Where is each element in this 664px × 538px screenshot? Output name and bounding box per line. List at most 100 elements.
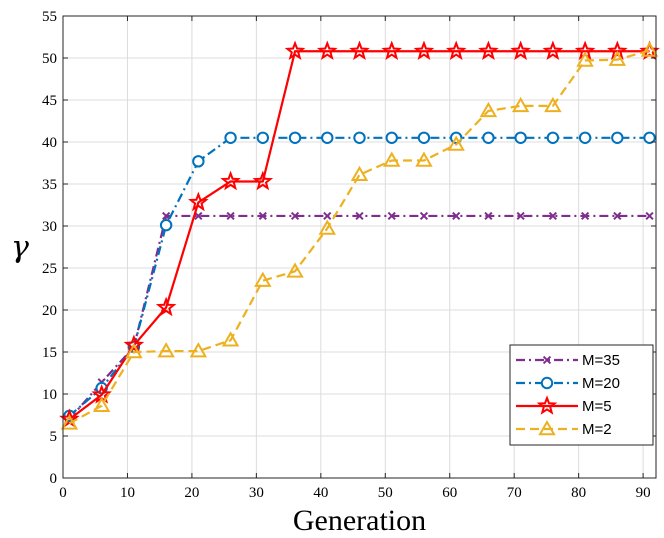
data-point: [284, 40, 306, 61]
data-point: [381, 40, 403, 61]
data-point: [321, 131, 334, 145]
y-tick-label: 30: [42, 219, 57, 235]
x-tick-label: 20: [184, 485, 199, 501]
x-axis-title: Generation: [293, 504, 426, 537]
series-group: [59, 40, 660, 430]
data-point: [125, 342, 143, 359]
x-tick-label: 50: [378, 485, 393, 501]
y-tick-label: 5: [50, 429, 58, 445]
plot-frame: [62, 15, 657, 479]
legend-label: M=20: [582, 375, 620, 392]
data-point: [413, 40, 435, 61]
data-point: [511, 96, 530, 113]
x-tick-label: 10: [120, 485, 135, 501]
data-point: [640, 41, 659, 57]
axis-ticks: 0 10 20 30 40 50 60 70 80 90 0 5 10 15 20 25 30 35 40 45 50 5…: [42, 9, 656, 501]
data-point: [157, 342, 175, 358]
legend-marker: [536, 395, 558, 415]
y-tick-label: 25: [42, 261, 57, 277]
data-point: [580, 211, 590, 221]
data-point: [194, 211, 203, 221]
y-tick-label: 20: [42, 303, 57, 319]
data-point: [645, 211, 654, 221]
data-point: [544, 96, 562, 113]
y-tick-label: 50: [42, 51, 57, 67]
x-tick-label: 40: [313, 485, 328, 501]
data-point: [288, 131, 302, 145]
data-point: [447, 135, 465, 151]
data-point: [452, 211, 461, 221]
data-point: [383, 151, 401, 167]
legend-marker: [538, 419, 556, 436]
data-point: [516, 211, 525, 221]
data-point: [220, 170, 241, 191]
data-point: [387, 211, 396, 221]
data-point: [445, 40, 467, 61]
legend-label: M=5: [582, 398, 612, 415]
data-point: [514, 131, 527, 145]
data-point: [92, 396, 111, 413]
data-point: [639, 40, 660, 61]
y-tick-label: 15: [42, 345, 57, 361]
y-tick-label: 35: [42, 177, 57, 193]
data-point: [355, 211, 364, 221]
data-point: [482, 131, 495, 145]
series-line-m-2: [68, 49, 650, 425]
x-tick-label: 80: [571, 485, 586, 501]
legend-item-m-2: M=2: [516, 419, 612, 438]
data-point: [415, 151, 433, 167]
data-point: [221, 331, 240, 347]
data-point: [479, 101, 498, 118]
data-point: [286, 262, 304, 278]
y-axis-title: γ: [11, 230, 29, 265]
data-point: [643, 131, 656, 145]
data-point: [349, 40, 370, 61]
data-point: [611, 131, 624, 145]
y-tick-label: 45: [42, 93, 57, 109]
data-point: [546, 131, 560, 145]
data-point: [578, 131, 592, 145]
data-point: [419, 211, 429, 221]
data-point: [576, 51, 594, 67]
data-point: [608, 50, 627, 66]
legend-item-m-5: M=5: [516, 395, 612, 415]
data-point: [484, 211, 493, 221]
y-tick-label: 40: [42, 135, 57, 151]
data-point: [353, 131, 366, 145]
data-point: [258, 211, 267, 221]
legend-item-m-20: M=20: [516, 375, 620, 392]
data-point: [323, 211, 332, 221]
legend-item-m-35: M=35: [516, 352, 620, 369]
data-point: [350, 165, 369, 182]
series-m-2: [60, 41, 659, 430]
legend-label: M=2: [582, 421, 612, 438]
data-point: [192, 155, 205, 168]
data-point: [318, 219, 336, 235]
x-tick-label: 30: [249, 485, 264, 501]
data-point: [254, 271, 272, 287]
data-point: [478, 40, 499, 61]
data-point: [159, 218, 173, 232]
data-point: [123, 334, 145, 355]
x-tick-label: 0: [59, 485, 67, 501]
x-tick-label: 90: [636, 485, 651, 501]
data-point: [256, 131, 270, 145]
legend-marker: [542, 355, 552, 365]
data-point: [542, 40, 564, 61]
y-tick-label: 10: [42, 387, 57, 403]
data-point: [510, 40, 531, 61]
data-point: [226, 211, 235, 221]
series-line-m-5: [68, 50, 650, 421]
data-point: [155, 296, 177, 317]
data-point: [316, 40, 338, 61]
data-point: [188, 191, 209, 212]
data-point: [548, 211, 557, 221]
y-tick-label: 0: [50, 471, 58, 487]
data-point: [290, 211, 300, 221]
data-point: [385, 131, 398, 145]
data-point: [417, 131, 431, 145]
legend-label: M=35: [582, 352, 620, 369]
x-tick-label: 60: [442, 485, 457, 501]
